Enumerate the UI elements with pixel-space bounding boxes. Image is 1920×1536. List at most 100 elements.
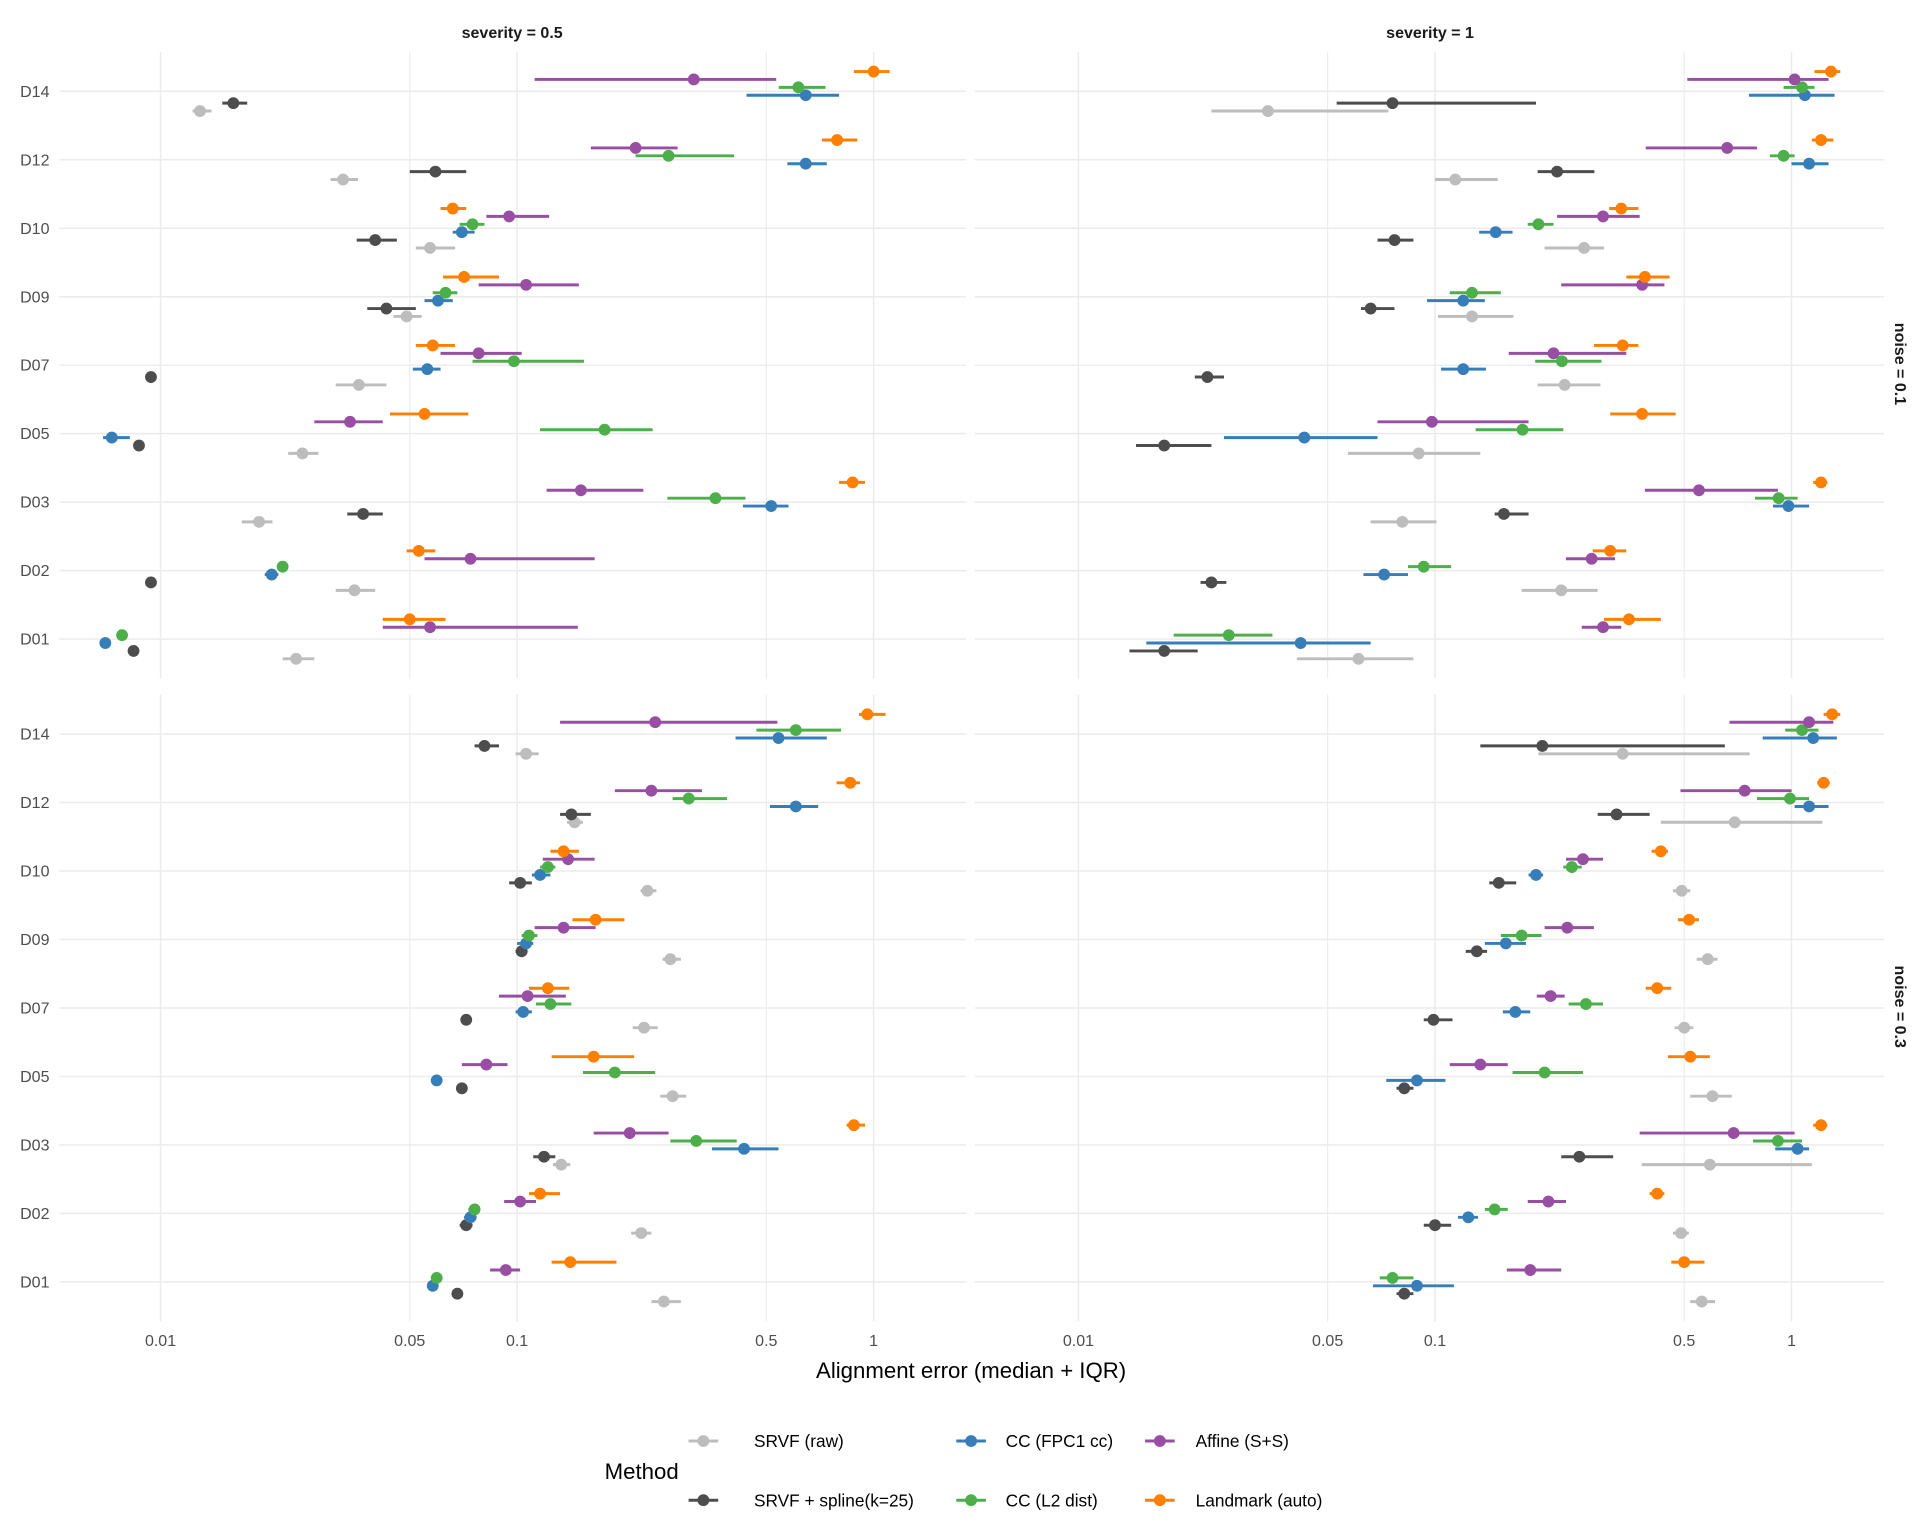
median-point bbox=[534, 869, 546, 881]
median-point bbox=[1803, 157, 1816, 170]
median-point bbox=[1675, 1227, 1687, 1240]
y-tick-label: D12 bbox=[20, 151, 49, 169]
median-point bbox=[629, 142, 642, 154]
median-point bbox=[1578, 242, 1591, 254]
y-tick-label: D02 bbox=[20, 562, 49, 580]
x-tick-label: 0.01 bbox=[1063, 1332, 1094, 1350]
y-tick-label: D10 bbox=[20, 220, 49, 238]
median-point bbox=[400, 310, 413, 323]
median-point bbox=[1772, 492, 1785, 505]
strip-severity-1: severity = 1 bbox=[1386, 24, 1474, 42]
median-point bbox=[589, 913, 602, 926]
median-point bbox=[1791, 1142, 1804, 1155]
strip-noise-0.3: noise = 0.3 bbox=[1891, 966, 1909, 1048]
median-point bbox=[1499, 937, 1512, 950]
x-tick-label: 0.01 bbox=[145, 1332, 176, 1350]
median-point bbox=[789, 800, 802, 813]
strip-noise-0.1: noise = 0.1 bbox=[1891, 323, 1909, 405]
median-point bbox=[623, 1127, 636, 1139]
median-point bbox=[1492, 876, 1505, 889]
legend-item: Landmark (auto) bbox=[1145, 1490, 1322, 1510]
median-point bbox=[1158, 439, 1171, 452]
median-point bbox=[649, 716, 662, 729]
median-point bbox=[1158, 644, 1171, 657]
median-point bbox=[503, 210, 516, 223]
median-point bbox=[1536, 739, 1549, 752]
legend-key-point bbox=[965, 1435, 978, 1447]
median-point bbox=[380, 302, 393, 315]
legend-item: CC (L2 dist) bbox=[956, 1490, 1098, 1510]
median-point bbox=[1639, 271, 1651, 283]
legend-label: Affine (S+S) bbox=[1196, 1431, 1289, 1451]
median-point bbox=[421, 363, 434, 376]
median-point bbox=[116, 629, 128, 642]
median-point bbox=[690, 1135, 703, 1147]
x-tick-label: 1 bbox=[1787, 1332, 1796, 1350]
median-point bbox=[1386, 97, 1399, 110]
median-point bbox=[1604, 544, 1617, 557]
data-marks bbox=[99, 65, 1841, 1308]
median-point bbox=[1807, 732, 1820, 744]
median-point bbox=[145, 371, 157, 383]
median-point bbox=[1489, 226, 1502, 239]
median-point bbox=[1398, 1082, 1411, 1095]
median-point bbox=[1466, 310, 1478, 323]
median-point bbox=[520, 747, 533, 760]
median-point bbox=[1727, 1127, 1740, 1139]
median-point bbox=[1556, 355, 1568, 368]
median-point bbox=[1497, 508, 1510, 520]
y-tick-label: D01 bbox=[20, 631, 49, 649]
median-point bbox=[1474, 1058, 1487, 1071]
median-point bbox=[638, 1021, 650, 1034]
median-point bbox=[1703, 1158, 1716, 1171]
median-point bbox=[534, 1187, 546, 1200]
legend-key-point bbox=[965, 1494, 978, 1507]
median-point bbox=[687, 73, 700, 86]
median-point bbox=[1427, 1013, 1440, 1026]
median-point bbox=[1815, 134, 1827, 146]
median-point bbox=[455, 1082, 468, 1095]
median-point bbox=[194, 105, 206, 117]
median-point bbox=[1417, 560, 1430, 573]
median-point bbox=[1516, 423, 1529, 436]
median-point bbox=[432, 294, 444, 307]
median-point bbox=[662, 149, 675, 162]
median-point bbox=[1577, 853, 1589, 866]
legend-title: Method bbox=[605, 1459, 679, 1484]
median-point bbox=[645, 784, 658, 797]
legend-item: SRVF + spline(k=25) bbox=[688, 1490, 914, 1510]
median-point bbox=[772, 732, 785, 744]
median-point bbox=[1826, 708, 1839, 721]
median-point bbox=[464, 552, 477, 565]
median-point bbox=[1695, 1295, 1708, 1308]
median-point bbox=[1470, 945, 1483, 958]
median-point bbox=[455, 226, 468, 239]
median-point bbox=[430, 1074, 443, 1087]
median-point bbox=[1721, 142, 1734, 154]
median-point bbox=[557, 921, 570, 934]
median-point bbox=[1636, 407, 1649, 420]
legend-label: SRVF + spline(k=25) bbox=[754, 1490, 914, 1510]
strip-severity-0.5: severity = 0.5 bbox=[462, 24, 563, 42]
legend-item: SRVF (raw) bbox=[688, 1431, 844, 1451]
median-point bbox=[1675, 884, 1688, 897]
median-point bbox=[1784, 792, 1796, 805]
median-point bbox=[1678, 1021, 1691, 1034]
median-point bbox=[1615, 202, 1628, 215]
median-point bbox=[846, 476, 859, 489]
gridlines bbox=[59, 51, 1885, 1322]
median-point bbox=[657, 1295, 670, 1308]
median-point bbox=[145, 576, 157, 589]
legend-key-point bbox=[697, 1494, 710, 1507]
median-point bbox=[544, 998, 557, 1010]
median-point bbox=[1462, 1211, 1475, 1224]
median-point bbox=[426, 339, 439, 352]
x-tick-label: 0.1 bbox=[1424, 1332, 1446, 1350]
median-point bbox=[1597, 210, 1609, 223]
y-tick-label: D01 bbox=[20, 1273, 49, 1291]
legend-key-point bbox=[697, 1435, 710, 1447]
median-point bbox=[1558, 379, 1571, 391]
median-point bbox=[861, 708, 874, 721]
legend-label: SRVF (raw) bbox=[754, 1431, 844, 1451]
median-point bbox=[430, 1271, 443, 1284]
